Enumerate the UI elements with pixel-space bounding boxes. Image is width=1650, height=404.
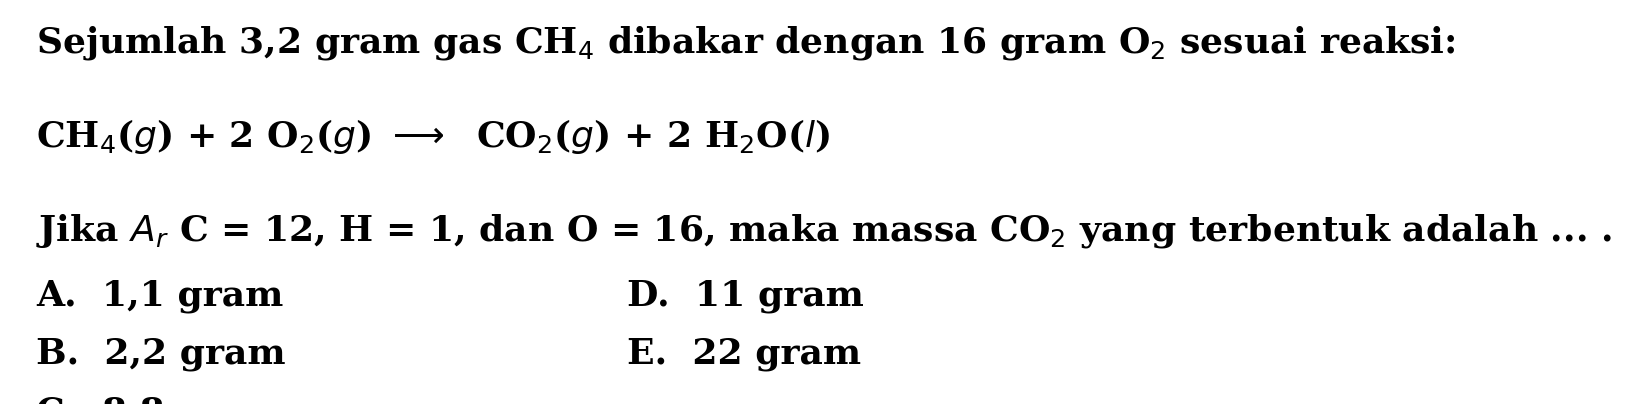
Text: E.  22 gram: E. 22 gram [627, 337, 861, 371]
Text: Jika $A_r$ C = 12, H = 1, dan O = 16, maka massa CO$_2$ yang terbentuk adalah ..: Jika $A_r$ C = 12, H = 1, dan O = 16, ma… [36, 212, 1612, 250]
Text: B.  2,2 gram: B. 2,2 gram [36, 337, 285, 371]
Text: D.  11 gram: D. 11 gram [627, 278, 865, 313]
Text: Sejumlah 3,2 gram gas CH$_4$ dibakar dengan 16 gram O$_2$ sesuai reaksi:: Sejumlah 3,2 gram gas CH$_4$ dibakar den… [36, 24, 1455, 62]
Text: A.  1,1 gram: A. 1,1 gram [36, 278, 284, 313]
Text: CH$_4$($g$) + 2 O$_2$($g$) $\longrightarrow$  CO$_2$($g$) + 2 H$_2$O($l$): CH$_4$($g$) + 2 O$_2$($g$) $\longrightar… [36, 118, 830, 156]
Text: C.  8,8 gram: C. 8,8 gram [36, 396, 284, 404]
